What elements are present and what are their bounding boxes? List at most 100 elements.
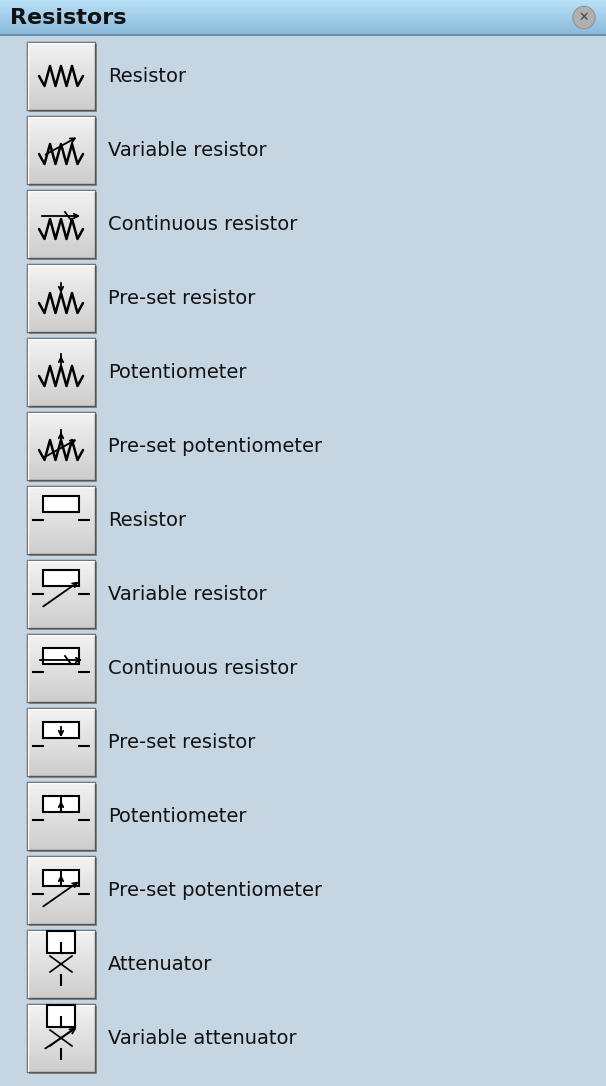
Bar <box>27 803 95 806</box>
Bar <box>27 897 95 900</box>
Bar <box>27 964 95 968</box>
Bar <box>27 577 95 580</box>
Bar <box>27 753 95 756</box>
Bar <box>27 564 95 567</box>
Bar <box>27 197 95 200</box>
Bar <box>27 372 95 376</box>
Bar <box>27 961 95 964</box>
Bar <box>27 900 95 904</box>
Bar <box>27 446 95 450</box>
Bar <box>27 615 95 618</box>
Bar <box>43 496 79 512</box>
Bar <box>27 365 95 368</box>
Bar <box>27 604 95 607</box>
Bar <box>27 429 95 432</box>
Bar <box>27 244 95 248</box>
Bar <box>27 772 95 776</box>
Bar <box>27 950 95 954</box>
Bar <box>27 83 95 86</box>
Bar <box>27 981 95 984</box>
Bar <box>27 766 95 769</box>
Text: Resistor: Resistor <box>108 510 186 530</box>
Bar <box>27 921 95 924</box>
Bar <box>27 403 95 406</box>
Bar <box>27 376 95 379</box>
Bar <box>27 634 95 637</box>
Bar <box>27 248 95 251</box>
Bar <box>27 738 95 742</box>
Bar <box>27 270 95 274</box>
Bar <box>27 86 95 90</box>
Text: Pre-set potentiometer: Pre-set potentiometer <box>108 437 322 455</box>
Bar <box>27 126 95 129</box>
Bar <box>27 1011 95 1014</box>
Bar <box>27 46 95 49</box>
Bar <box>27 678 95 682</box>
Bar <box>27 749 95 753</box>
Bar <box>0 13 606 14</box>
Bar <box>27 816 95 820</box>
Bar <box>0 3 606 4</box>
Bar <box>0 25 606 26</box>
Bar <box>27 1003 95 1072</box>
Bar <box>27 573 95 577</box>
Bar <box>27 661 95 665</box>
Bar <box>27 470 95 473</box>
Bar <box>27 274 95 278</box>
Bar <box>27 830 95 833</box>
Bar <box>27 698 95 702</box>
Bar <box>27 891 95 894</box>
Bar <box>0 1 606 2</box>
Bar <box>27 459 95 463</box>
Text: Pre-set potentiometer: Pre-set potentiometer <box>108 881 322 899</box>
Text: Resistor: Resistor <box>108 66 186 86</box>
Bar <box>27 651 95 655</box>
Bar <box>27 368 95 372</box>
Bar <box>27 308 95 312</box>
Circle shape <box>573 7 595 28</box>
Bar <box>27 856 95 859</box>
Bar <box>27 1008 95 1011</box>
Bar <box>27 597 95 601</box>
Bar <box>27 305 95 308</box>
Bar <box>27 167 95 171</box>
Bar <box>27 97 95 100</box>
Bar <box>27 514 95 517</box>
Bar <box>27 42 95 46</box>
Bar <box>27 762 95 766</box>
Bar <box>27 820 95 823</box>
Bar <box>27 395 95 400</box>
Bar <box>27 435 95 439</box>
Bar <box>27 506 95 509</box>
Bar <box>27 867 95 870</box>
Bar <box>0 26 606 27</box>
Bar <box>27 171 95 174</box>
Bar <box>27 1035 95 1038</box>
Bar <box>27 984 95 988</box>
Bar <box>27 809 95 812</box>
Bar <box>27 294 95 298</box>
Bar <box>29 1006 97 1074</box>
Bar <box>0 14 606 15</box>
Bar <box>27 227 95 231</box>
Bar <box>27 873 95 876</box>
Bar <box>27 792 95 796</box>
Bar <box>27 729 95 732</box>
Bar <box>27 281 95 285</box>
Bar <box>27 1041 95 1045</box>
Bar <box>27 190 95 258</box>
Bar <box>0 15 606 16</box>
Bar <box>27 231 95 235</box>
Text: Potentiometer: Potentiometer <box>108 363 247 381</box>
Bar <box>27 341 95 344</box>
Text: Resistors: Resistors <box>10 8 127 27</box>
Bar <box>27 1003 95 1008</box>
Bar <box>27 977 95 981</box>
Bar <box>27 930 95 998</box>
Bar <box>27 560 95 628</box>
Bar <box>27 665 95 668</box>
Bar <box>27 725 95 729</box>
Bar <box>27 140 95 143</box>
Bar <box>27 52 95 55</box>
Bar <box>27 580 95 584</box>
